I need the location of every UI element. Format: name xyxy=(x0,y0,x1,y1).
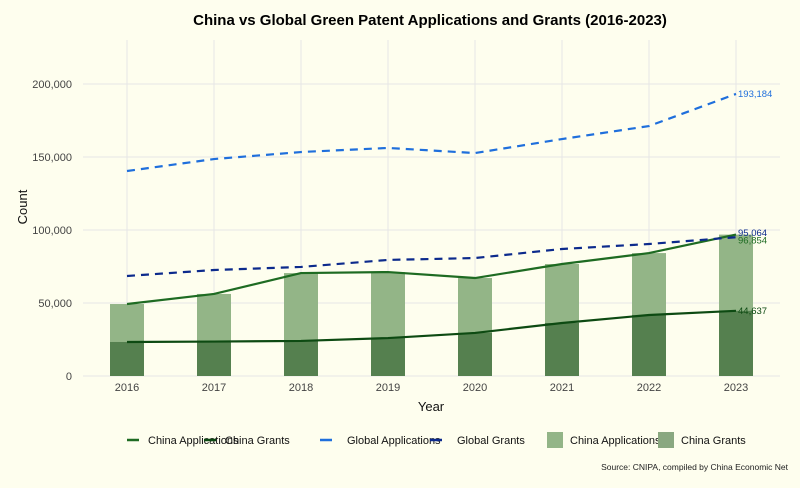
legend-swatch-bar xyxy=(547,432,563,448)
line-china-grants xyxy=(126,309,737,344)
end-label: 193,184 xyxy=(738,89,772,100)
bar-china-grants xyxy=(458,332,492,376)
end-label: 44,637 xyxy=(738,306,767,317)
end-labels: 96,854 44,637 193,184 95,064 xyxy=(738,89,772,317)
x-tick-label: 2021 xyxy=(550,382,574,394)
bar-china-grants xyxy=(632,314,666,376)
legend-label: China Grants xyxy=(225,435,290,447)
bars xyxy=(110,234,753,376)
lines xyxy=(126,92,737,344)
legend-label: China Grants xyxy=(681,435,746,447)
x-tick-label: 2019 xyxy=(376,382,400,394)
x-axis-ticks: 2016 2017 2018 2019 2020 2021 2022 2023 xyxy=(115,382,748,394)
x-tick-label: 2023 xyxy=(724,382,748,394)
line-global-grants xyxy=(126,236,737,278)
bar-china-grants xyxy=(719,310,753,376)
y-axis-ticks: 0 50,000 100,000 150,000 200,000 xyxy=(32,79,72,383)
bar-china-grants xyxy=(371,338,405,376)
y-tick-label: 100,000 xyxy=(32,225,72,237)
y-tick-label: 50,000 xyxy=(38,298,72,310)
chart-title: China vs Global Green Patent Application… xyxy=(193,12,667,29)
line-global-applications xyxy=(126,92,737,173)
y-tick-label: 0 xyxy=(66,371,72,383)
legend-swatch-bar xyxy=(658,432,674,448)
x-tick-label: 2020 xyxy=(463,382,487,394)
bar-china-grants xyxy=(197,341,231,376)
x-tick-label: 2022 xyxy=(637,382,661,394)
x-tick-label: 2018 xyxy=(289,382,313,394)
line-china-applications xyxy=(126,233,737,306)
bar-china-grants xyxy=(284,340,318,376)
end-label: 95,064 xyxy=(738,228,767,239)
legend-label: Global Applications xyxy=(347,435,441,447)
legend-label: Global Grants xyxy=(457,435,525,447)
y-axis-label: Count xyxy=(15,189,30,224)
x-tick-label: 2016 xyxy=(115,382,139,394)
end-label: 96,854 xyxy=(738,236,767,247)
legend-label: China Applications xyxy=(570,435,661,447)
legend-label: China Applications xyxy=(148,435,239,447)
x-axis-label: Year xyxy=(418,399,445,414)
y-tick-label: 150,000 xyxy=(32,152,72,164)
x-tick-label: 2017 xyxy=(202,382,226,394)
y-tick-label: 200,000 xyxy=(32,79,72,91)
bar-china-grants xyxy=(545,323,579,376)
bar-china-grants xyxy=(110,341,144,376)
source-note: Source: CNIPA, compiled by China Economi… xyxy=(601,462,789,472)
